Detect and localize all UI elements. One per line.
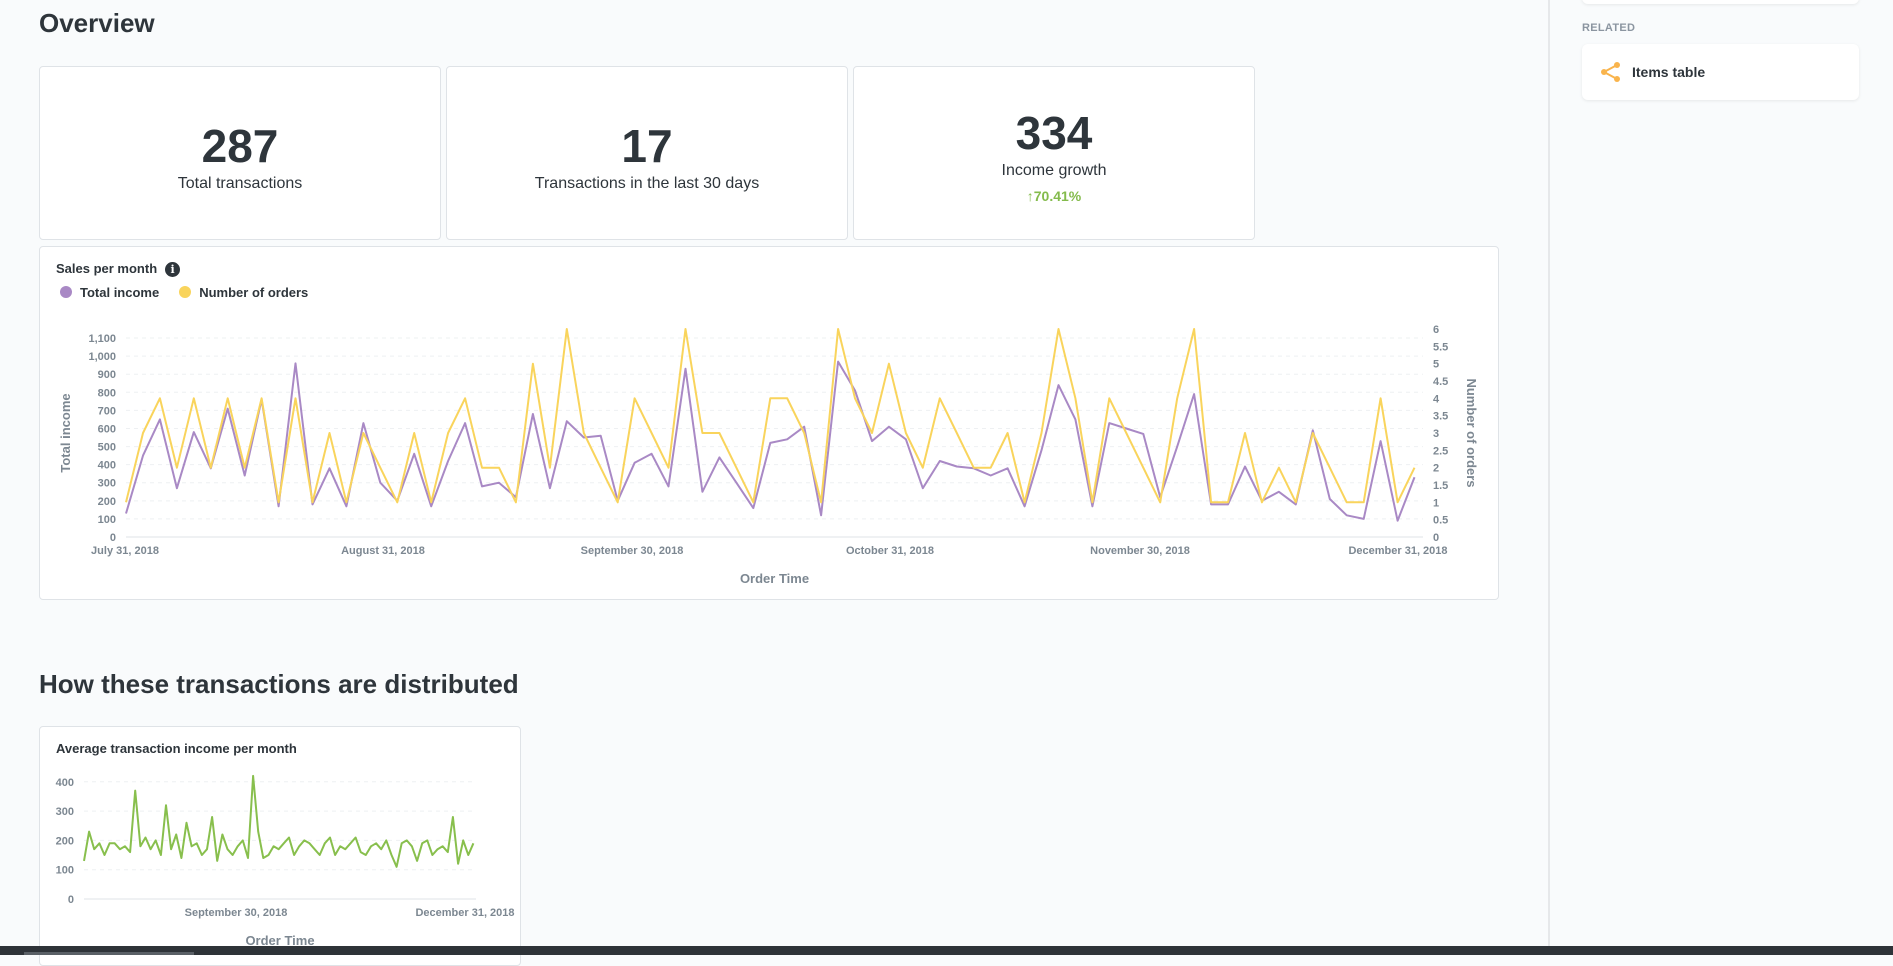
y2-tick-label: 3 bbox=[1433, 428, 1439, 440]
related-item-items-table[interactable]: Items table bbox=[1582, 44, 1859, 100]
y2-tick-label: 2 bbox=[1433, 463, 1439, 475]
x-tick-label: October 31, 2018 bbox=[846, 545, 934, 557]
income-growth-value: 334 bbox=[1015, 107, 1093, 159]
total-transactions-label: Total transactions bbox=[177, 175, 303, 192]
y-tick-label: 300 bbox=[98, 478, 116, 490]
y2-tick-label: 4.5 bbox=[1433, 376, 1448, 388]
total-transactions-value: 287 bbox=[201, 120, 279, 172]
arrow-up-icon: ↑ bbox=[1026, 188, 1034, 204]
sales-line-chart[interactable]: 0 100 200 300 400 500 600 700 800 900 1,000 1,100 0 0… bbox=[40, 247, 1498, 599]
legend-number-of-orders-label: Number of orders bbox=[199, 285, 309, 300]
y-tick-label: 700 bbox=[98, 405, 116, 417]
card-income-growth[interactable]: 334 Income growth ↑70.41% bbox=[853, 66, 1255, 240]
y2-tick-label: 6 bbox=[1433, 324, 1439, 336]
y-tick-label: 300 bbox=[56, 806, 74, 818]
x-tick-label: December 31, 2018 bbox=[1348, 545, 1447, 557]
distribution-title: How these transactions are distributed bbox=[39, 669, 519, 699]
y2-axis-label: Number of orders bbox=[1464, 378, 1479, 487]
sidebar: RELATED Items table bbox=[1550, 0, 1893, 955]
y-axis-label: Total income bbox=[58, 393, 73, 472]
y-tick-label: 1,000 bbox=[88, 351, 116, 363]
share-icon bbox=[1601, 62, 1620, 82]
y-tick-label: 200 bbox=[98, 496, 116, 508]
x-tick-label: September 30, 2018 bbox=[185, 907, 288, 919]
y2-tick-label: 0 bbox=[1433, 532, 1439, 544]
y-tick-label: 900 bbox=[98, 369, 116, 381]
related-label: RELATED bbox=[1582, 22, 1636, 34]
sidebar-divider bbox=[1548, 0, 1550, 955]
legend-number-of-orders[interactable]: Number of orders bbox=[179, 285, 308, 300]
series-line-average-income bbox=[83, 774, 475, 868]
sales-per-month-card[interactable]: Sales per month i Total income Number of … bbox=[39, 246, 1499, 600]
y2-tick-label: 1.5 bbox=[1433, 480, 1448, 492]
y2-tick-label: 1 bbox=[1433, 497, 1439, 509]
sidebar-top-card[interactable] bbox=[1582, 0, 1859, 4]
transactions-30d-label: Transactions in the last 30 days bbox=[534, 175, 760, 192]
legend-dot-income bbox=[60, 286, 72, 298]
card-total-transactions[interactable]: 287 Total transactions bbox=[39, 66, 441, 240]
income-growth-change: ↑70.41% bbox=[854, 188, 1254, 204]
income-growth-change-value: 70.41% bbox=[1033, 188, 1082, 204]
series-line-number-of-orders bbox=[125, 328, 1416, 504]
y2-tick-label: 2.5 bbox=[1433, 445, 1448, 457]
x-tick-label: September 30, 2018 bbox=[581, 545, 684, 557]
x-axis-label: Order Time bbox=[245, 933, 314, 948]
overview-title: Overview bbox=[39, 8, 155, 38]
main-content: Overview 287 Total transactions 17 Trans… bbox=[39, 8, 1499, 966]
x-axis-label: Order Time bbox=[740, 571, 809, 586]
x-tick-label: November 30, 2018 bbox=[1090, 545, 1190, 557]
y-tick-label: 400 bbox=[56, 777, 74, 789]
y-tick-label: 600 bbox=[98, 423, 116, 435]
y-tick-label: 500 bbox=[98, 442, 116, 454]
y2-tick-label: 3.5 bbox=[1433, 411, 1448, 423]
related-item-label: Items table bbox=[1632, 64, 1706, 80]
x-tick-label: December 31, 2018 bbox=[415, 907, 514, 919]
legend-dot-orders bbox=[179, 286, 192, 298]
transactions-30d-value: 17 bbox=[621, 120, 673, 172]
x-tick-label: August 31, 2018 bbox=[341, 545, 425, 557]
avg-income-line-chart[interactable]: 0 100 200 300 400 September 30, 2018 December … bbox=[40, 727, 520, 965]
avg-income-title: Average transaction income per month bbox=[56, 741, 297, 756]
sales-chart-legend: Total income Number of orders bbox=[60, 285, 308, 300]
series-line-total-income bbox=[125, 360, 1416, 522]
y2-tick-label: 5.5 bbox=[1433, 341, 1448, 353]
income-growth-label: Income growth bbox=[1001, 162, 1107, 179]
y-tick-label: 100 bbox=[98, 514, 116, 526]
info-icon[interactable]: i bbox=[165, 262, 181, 277]
y2-tick-label: 4 bbox=[1433, 393, 1440, 405]
y-tick-label: 0 bbox=[68, 894, 74, 906]
y-tick-label: 1,100 bbox=[88, 333, 116, 345]
y-tick-label: 100 bbox=[56, 865, 74, 877]
sales-chart-title-text: Sales per month bbox=[56, 261, 158, 276]
card-transactions-last-30-days[interactable]: 17 Transactions in the last 30 days bbox=[446, 66, 848, 240]
avg-income-card[interactable]: Average transaction income per month 0 10… bbox=[39, 726, 521, 966]
legend-total-income-label: Total income bbox=[80, 285, 160, 300]
y-tick-label: 0 bbox=[110, 532, 116, 544]
y-tick-label: 200 bbox=[56, 835, 74, 847]
y-tick-label: 800 bbox=[98, 387, 116, 399]
y2-tick-label: 0.5 bbox=[1433, 515, 1448, 527]
x-tick-label: July 31, 2018 bbox=[91, 545, 159, 557]
legend-total-income[interactable]: Total income bbox=[60, 285, 159, 300]
sales-chart-title: Sales per month i bbox=[56, 261, 181, 277]
y2-tick-label: 5 bbox=[1433, 359, 1439, 371]
scrollbar-thumb[interactable] bbox=[24, 952, 194, 955]
horizontal-scrollbar[interactable] bbox=[0, 946, 1893, 955]
y-tick-label: 400 bbox=[98, 460, 116, 472]
